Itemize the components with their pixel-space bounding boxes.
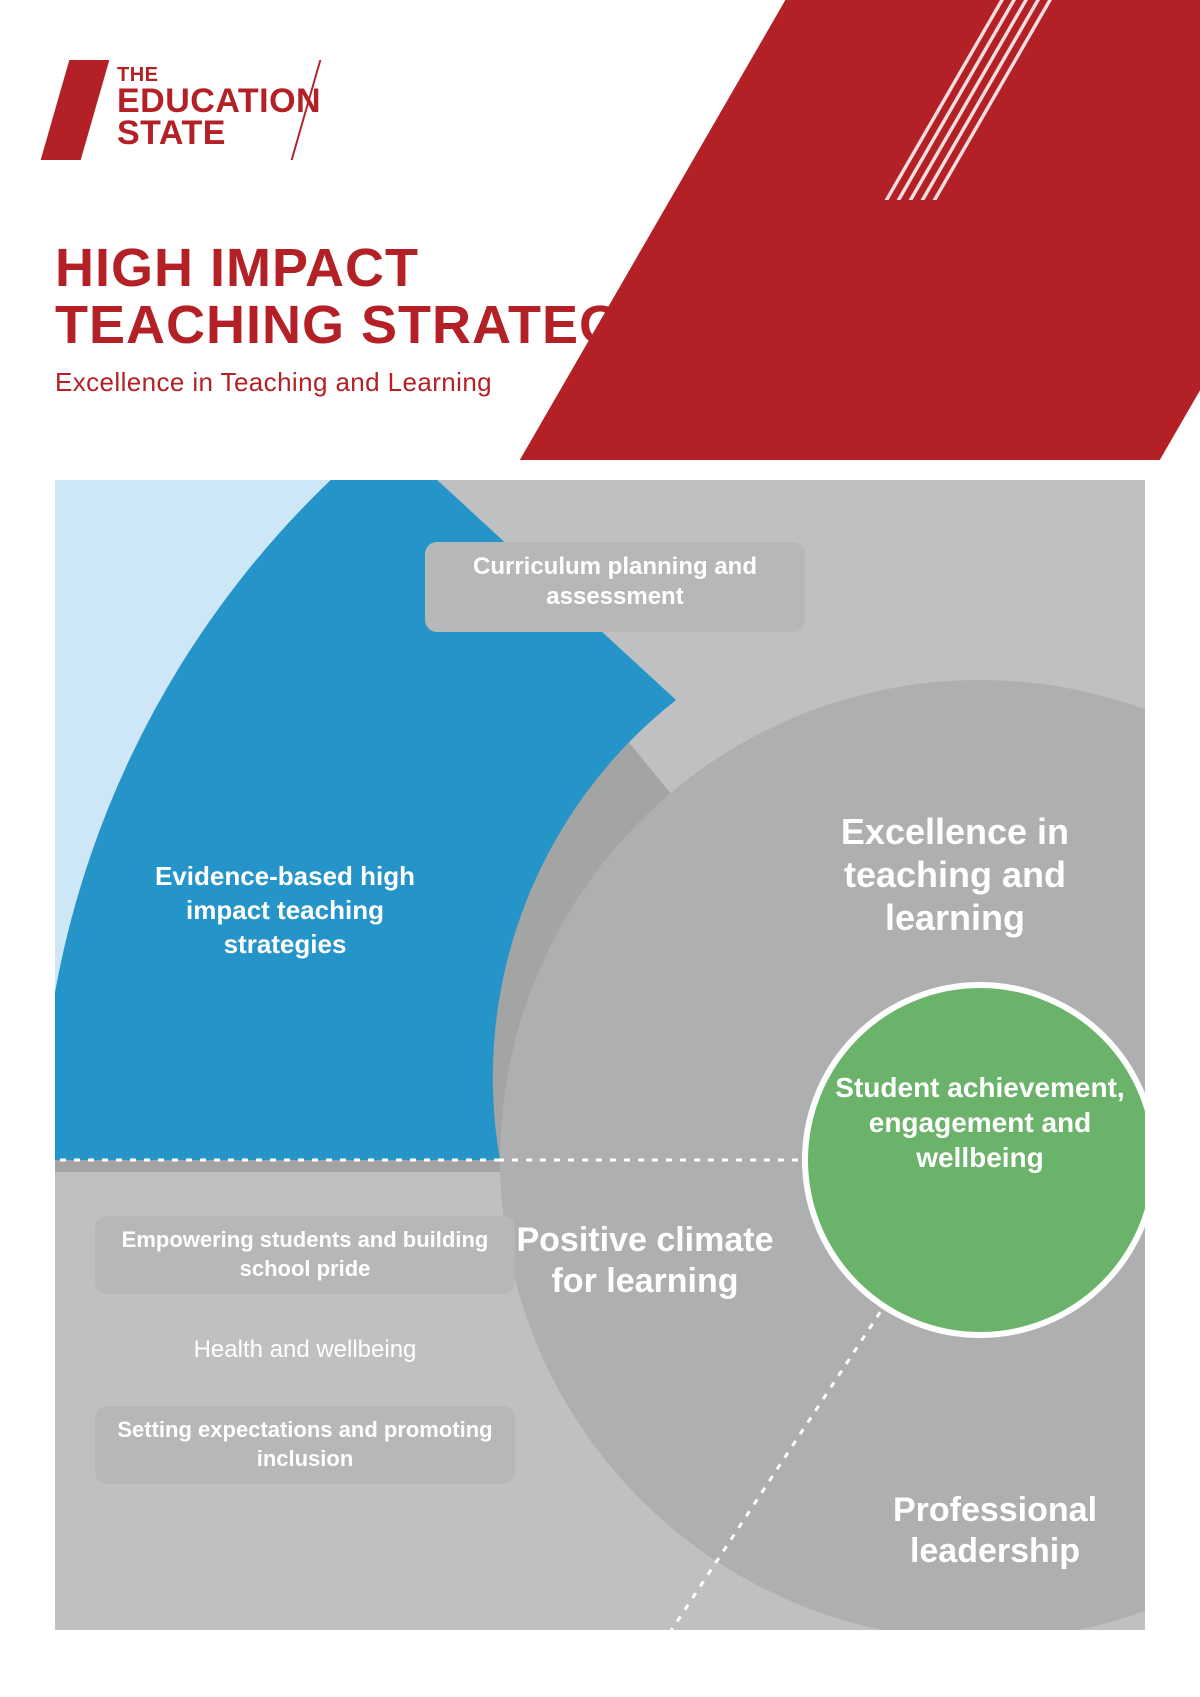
- title-line-1: HIGH IMPACT: [55, 238, 419, 298]
- label-setting: Setting expectations and promoting inclu…: [95, 1416, 515, 1473]
- label-center: Student achievement, engagement and well…: [825, 1070, 1135, 1175]
- title-line-2: TEACHING STRATEGIES: [55, 295, 712, 355]
- logo-line-3: STATE: [117, 117, 321, 149]
- logo-line-2: EDUCATION: [117, 85, 321, 117]
- radial-diagram: Curriculum planning and assessment Evide…: [55, 480, 1145, 1630]
- label-excellence: Excellence in teaching and learning: [775, 810, 1135, 940]
- page-title: HIGH IMPACT TEACHING STRATEGIES: [55, 240, 712, 353]
- page-root: THE EDUCATION STATE HIGH IMPACT TEACHING…: [0, 0, 1200, 1697]
- label-evidence-based: Evidence-based high impact teaching stra…: [135, 860, 435, 961]
- label-professional-leadership: Professional leadership: [845, 1490, 1145, 1572]
- label-health: Health and wellbeing: [95, 1336, 515, 1364]
- label-positive-climate: Positive climate for learning: [515, 1220, 775, 1302]
- page-title-block: HIGH IMPACT TEACHING STRATEGIES Excellen…: [55, 240, 712, 398]
- logo-parallelogram: [41, 60, 110, 160]
- page-subtitle: Excellence in Teaching and Learning: [55, 367, 712, 398]
- label-empowering: Empowering students and building school …: [95, 1226, 515, 1283]
- logo-text: THE EDUCATION STATE: [117, 66, 321, 150]
- label-curriculum: Curriculum planning and assessment: [425, 552, 805, 612]
